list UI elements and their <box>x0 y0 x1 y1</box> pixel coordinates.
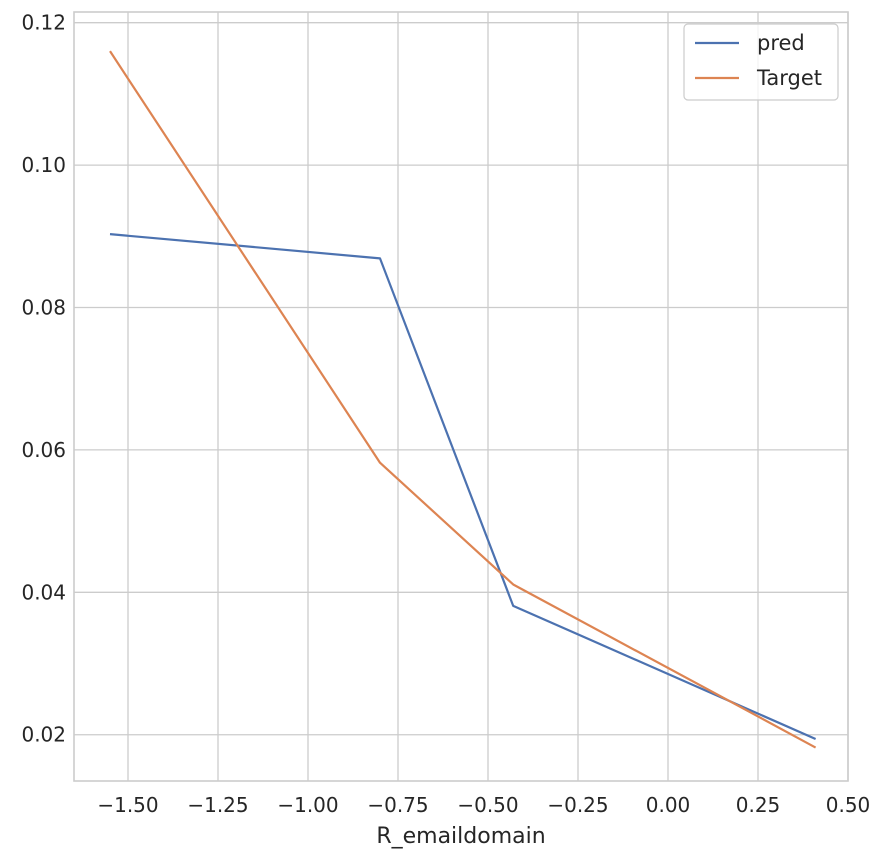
series-layer <box>109 50 817 749</box>
legend-label: Target <box>756 66 822 90</box>
x-tick-label: −0.25 <box>547 793 608 817</box>
x-tick-labels: −1.50 −1.25 −1.00 −0.75 −0.50 −0.25 0.00 0.25 0.… <box>97 793 870 817</box>
plot-frame <box>73 11 849 782</box>
y-tick-label: 0.04 <box>21 580 66 604</box>
x-tick-label: −1.00 <box>277 793 338 817</box>
x-tick-label: −1.25 <box>187 793 248 817</box>
x-tick-label: 0.50 <box>826 793 871 817</box>
x-axis-label: R_emaildomain <box>376 824 545 849</box>
x-tick-label: 0.25 <box>736 793 781 817</box>
y-tick-label: 0.08 <box>21 295 66 319</box>
x-tick-label: 0.00 <box>646 793 691 817</box>
series-line-pred <box>109 233 817 740</box>
legend-label: pred <box>757 31 805 55</box>
y-tick-labels: 0.02 0.04 0.06 0.08 0.10 0.12 <box>21 11 66 747</box>
grid <box>74 12 849 781</box>
y-tick-label: 0.06 <box>21 438 66 462</box>
y-tick-label: 0.02 <box>21 723 66 747</box>
legend: pred Target <box>683 23 839 101</box>
series-line-target <box>109 50 817 749</box>
x-tick-label: −0.50 <box>457 793 518 817</box>
x-tick-label: −0.75 <box>367 793 428 817</box>
y-tick-label: 0.10 <box>21 153 66 177</box>
x-tick-label: −1.50 <box>97 793 158 817</box>
y-tick-label: 0.12 <box>21 11 66 35</box>
